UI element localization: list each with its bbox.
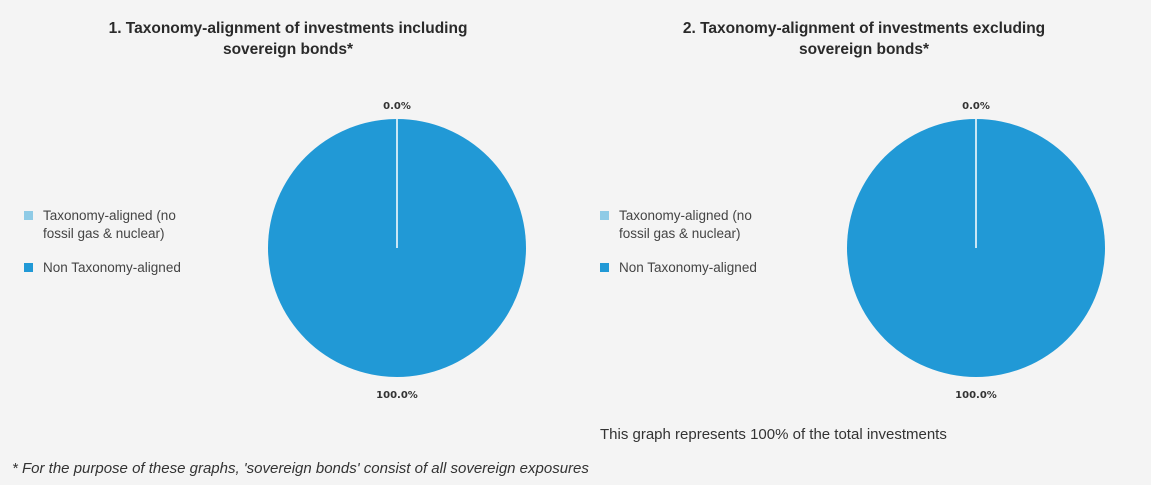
data-label-taxonomy-aligned: 0.0% [962,101,990,112]
chart-panel-1: 1. Taxonomy-alignment of investments inc… [0,0,576,420]
legend-item-taxonomy-aligned: Taxonomy-aligned (no fossil gas & nuclea… [600,207,757,243]
legend-label-line-1: Taxonomy-aligned (no [43,208,176,223]
legend-swatch-non-taxonomy-aligned [600,263,609,272]
legend-label-line-2: fossil gas & nuclear) [619,226,741,241]
legend-label: Non Taxonomy-aligned [43,260,181,275]
legend-item-non-taxonomy-aligned: Non Taxonomy-aligned [600,259,757,277]
chart-title-1-line-2: sovereign bonds* [222,41,354,58]
legend-swatch-non-taxonomy-aligned [24,263,33,272]
legend-label: Non Taxonomy-aligned [619,260,757,275]
chart-title-2: 2. Taxonomy-alignment of investments exc… [576,18,1151,60]
coverage-note: This graph represents 100% of the total … [600,426,947,443]
chart-title-2-line-2: sovereign bonds* [798,41,930,58]
pie-chart-1: 0.0% 100.0% [268,101,526,401]
chart-panel-2: 2. Taxonomy-alignment of investments exc… [576,0,1151,420]
legend-label-line-1: Taxonomy-aligned (no [619,208,752,223]
chart-title-1: 1. Taxonomy-alignment of investments inc… [0,18,576,60]
chart-legend-2: Taxonomy-aligned (no fossil gas & nuclea… [600,207,757,293]
legend-swatch-taxonomy-aligned [24,211,33,220]
pie-chart-2: 0.0% 100.0% [847,101,1105,401]
data-label-non-taxonomy-aligned: 100.0% [955,390,997,401]
chart-title-2-line-1: 2. Taxonomy-alignment of investments exc… [682,20,1046,37]
chart-legend-1: Taxonomy-aligned (no fossil gas & nuclea… [24,207,181,293]
chart-title-1-line-1: 1. Taxonomy-alignment of investments inc… [108,20,468,37]
data-label-taxonomy-aligned: 0.0% [383,101,411,112]
legend-item-non-taxonomy-aligned: Non Taxonomy-aligned [24,259,181,277]
legend-swatch-taxonomy-aligned [600,211,609,220]
sovereign-bonds-footnote: * For the purpose of these graphs, 'sove… [12,460,589,477]
legend-label-line-2: fossil gas & nuclear) [43,226,165,241]
data-label-non-taxonomy-aligned: 100.0% [376,390,418,401]
legend-item-taxonomy-aligned: Taxonomy-aligned (no fossil gas & nuclea… [24,207,181,243]
